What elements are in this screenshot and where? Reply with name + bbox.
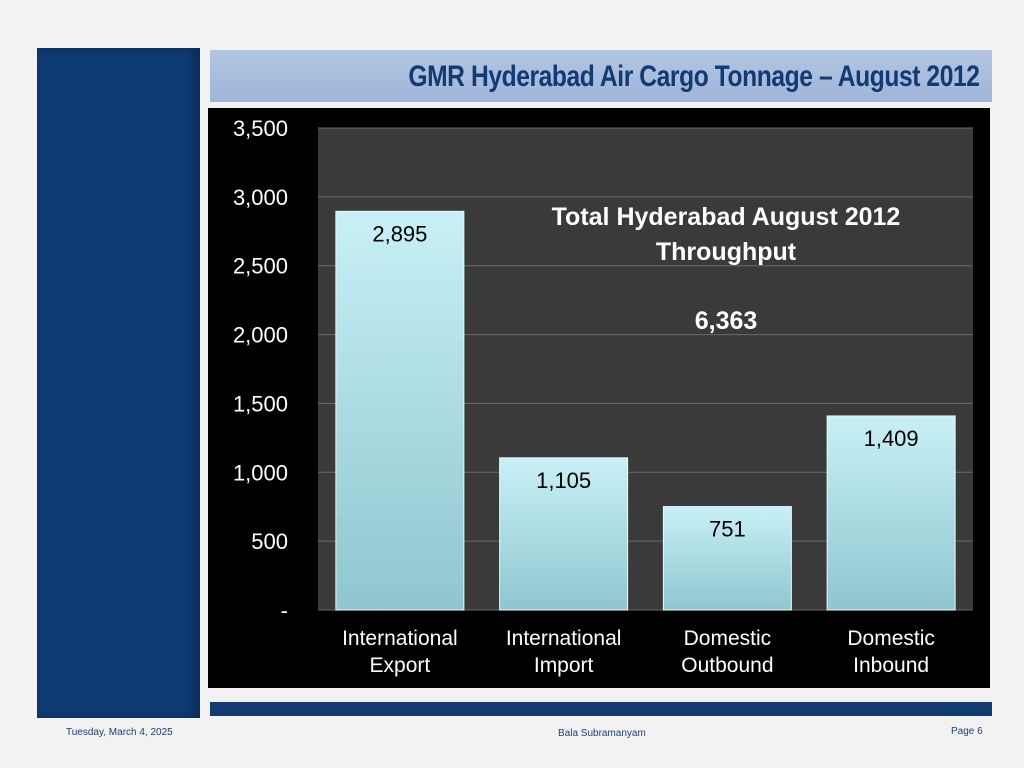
x-tick-label: Inbound bbox=[853, 654, 929, 677]
y-tick-label: 3,500 bbox=[233, 116, 288, 141]
x-tick-label: International bbox=[342, 627, 458, 650]
bar bbox=[826, 415, 956, 611]
bar bbox=[662, 506, 792, 611]
footer-page-number: Page 6 bbox=[951, 726, 983, 737]
x-tick-label: Import bbox=[534, 654, 594, 677]
left-decorative-panel bbox=[37, 48, 200, 718]
annotation-total-value: 6,363 bbox=[695, 307, 758, 335]
total-annotation: Total Hyderabad August 2012 Throughput 6… bbox=[552, 203, 901, 335]
slide-title: GMR Hyderabad Air Cargo Tonnage – August… bbox=[408, 60, 981, 93]
x-tick-label: International bbox=[506, 627, 622, 650]
title-bar: GMR Hyderabad Air Cargo Tonnage – August… bbox=[210, 50, 992, 102]
bar bbox=[335, 210, 465, 611]
chart-area: - 500 1,000 1,500 2,000 2,500 3,000 3,500 2,895… bbox=[208, 108, 990, 688]
annotation-line-2: Throughput bbox=[656, 238, 797, 266]
x-tick-label: Domestic bbox=[684, 627, 772, 650]
data-label: 2,895 bbox=[372, 221, 427, 246]
bar-chart: - 500 1,000 1,500 2,000 2,500 3,000 3,500 2,895… bbox=[233, 116, 973, 677]
bar bbox=[499, 457, 629, 611]
bottom-bar bbox=[210, 702, 992, 716]
y-tick-label: 500 bbox=[251, 529, 288, 554]
y-tick-label: 1,500 bbox=[233, 391, 288, 416]
y-axis-ticks: - 500 1,000 1,500 2,000 2,500 3,000 3,500 bbox=[233, 116, 288, 623]
y-tick-label: 2,500 bbox=[233, 254, 288, 279]
data-label: 1,105 bbox=[536, 468, 591, 493]
x-tick-label: Outbound bbox=[681, 654, 773, 677]
y-tick-label: 3,000 bbox=[233, 185, 288, 210]
data-label: 751 bbox=[709, 517, 746, 542]
data-labels: 2,895 1,105 751 1,409 bbox=[372, 221, 918, 541]
footer-author: Bala Subramanyam bbox=[558, 728, 646, 739]
bars bbox=[335, 210, 956, 611]
footer-date: Tuesday, March 4, 2025 bbox=[66, 727, 173, 738]
y-tick-label: 1,000 bbox=[233, 460, 288, 485]
x-tick-label: Export bbox=[370, 654, 431, 677]
x-tick-label: Domestic bbox=[847, 627, 935, 650]
annotation-line-1: Total Hyderabad August 2012 bbox=[552, 203, 901, 231]
x-axis-ticks: International Export International Import Do… bbox=[342, 627, 935, 677]
data-label: 1,409 bbox=[864, 426, 919, 451]
y-tick-label: 2,000 bbox=[233, 323, 288, 348]
y-tick-label: - bbox=[281, 598, 288, 623]
